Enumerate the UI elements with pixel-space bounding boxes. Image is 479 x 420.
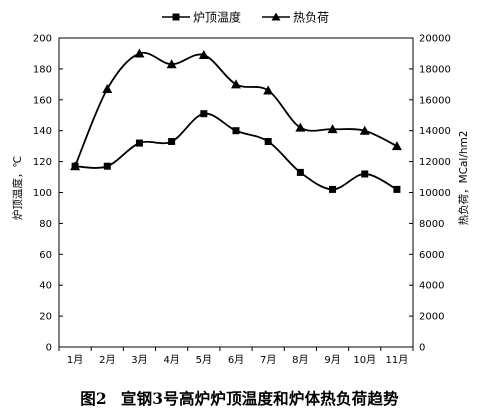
y-right-tick-label: 0 (419, 343, 425, 354)
left-axis: 0 20 40 60 80 100 120 140 160 180 200 (33, 34, 63, 354)
x-tick-label: 8月 (292, 354, 308, 366)
legend-triangle-marker (271, 12, 281, 21)
y-left-tick-label: 200 (33, 34, 52, 45)
legend-item-temp: 炉顶温度 (162, 10, 241, 25)
y-right-tick-label: 2000 (419, 312, 444, 323)
data-point-square (329, 185, 337, 193)
x-tick-label: 3月 (131, 354, 147, 366)
y-left-tick-label: 100 (33, 188, 52, 199)
data-point-square (168, 138, 176, 146)
legend: 炉顶温度 热负荷 (162, 10, 329, 25)
data-point-square (296, 168, 304, 176)
data-point-square (135, 139, 143, 147)
y-right-tick-label: 8000 (419, 219, 444, 230)
data-point-triangle (166, 59, 177, 69)
data-point-triangle (102, 83, 113, 93)
data-point-square (264, 138, 272, 146)
figure-number: 图2 (80, 389, 107, 408)
y-left-tick-label: 60 (39, 250, 52, 261)
y-left-tick-label: 180 (33, 64, 52, 75)
y-right-tick-label: 6000 (419, 250, 444, 261)
x-tick-label: 11月 (386, 354, 409, 366)
x-tick-label: 1月 (67, 354, 83, 366)
y-left-tick-label: 160 (33, 95, 52, 106)
figure-title: 宣钢3号高炉炉顶温度和炉体热负荷趋势 (120, 389, 399, 408)
data-point-triangle (295, 122, 306, 132)
data-point-square (200, 110, 208, 118)
series-line (74, 51, 398, 167)
data-point-square (393, 185, 401, 193)
series-top-temperature (71, 110, 401, 193)
y-left-tick-label: 0 (46, 343, 52, 354)
right-axis: 0 2000 4000 6000 8000 10000 12000 14000 16000 180… (409, 34, 451, 354)
x-tick-label: 2月 (99, 354, 115, 366)
legend-square-marker (172, 13, 180, 21)
x-tick-label: 5月 (196, 354, 212, 366)
data-point-triangle (359, 125, 370, 135)
series-layer (70, 48, 402, 193)
y-right-tick-label: 4000 (419, 281, 444, 292)
y-right-tick-label: 20000 (419, 34, 451, 45)
data-point-triangle (70, 161, 81, 171)
series-line (75, 112, 398, 191)
legend-label-temp: 炉顶温度 (193, 10, 241, 25)
y-left-tick-label: 120 (33, 157, 52, 168)
y-left-tick-label: 40 (39, 281, 52, 292)
y-right-tick-label: 16000 (419, 95, 451, 106)
data-point-square (232, 127, 240, 135)
legend-label-heat: 热负荷 (293, 11, 329, 25)
legend-item-heat: 热负荷 (262, 11, 329, 25)
x-tick-label: 6月 (228, 354, 244, 366)
x-tick-label: 7月 (260, 354, 276, 366)
x-tick-label: 9月 (324, 354, 340, 366)
y-left-tick-label: 80 (39, 219, 52, 230)
y-right-tick-label: 12000 (419, 157, 451, 168)
series-heat-load (70, 48, 402, 171)
x-axis: 1月 2月 3月 4月 5月 6月 7月 8月 9月 10月 11月 (58, 347, 414, 366)
y-left-label: 炉顶温度，℃ (11, 156, 24, 220)
y-right-tick-label: 18000 (419, 64, 451, 75)
chart: 炉顶温度 热负荷 0 20 40 60 80 100 120 140 160 180 200 0 20… (11, 10, 470, 367)
x-tick-label: 4月 (163, 354, 179, 366)
data-point-square (103, 162, 111, 170)
y-right-tick-label: 14000 (419, 126, 451, 137)
data-point-square (361, 170, 369, 178)
data-point-triangle (198, 49, 209, 59)
data-point-triangle (391, 141, 402, 151)
y-left-tick-label: 20 (39, 312, 52, 323)
y-right-label: 热负荷，MCal/hm2 (457, 131, 470, 226)
x-tick-label: 10月 (353, 354, 376, 366)
data-point-triangle (263, 85, 274, 95)
y-left-tick-label: 140 (33, 126, 52, 137)
data-point-triangle (327, 124, 338, 134)
y-right-tick-label: 10000 (419, 188, 451, 199)
data-point-triangle (134, 48, 145, 58)
figure-caption: 图2 宣钢3号高炉炉顶温度和炉体热负荷趋势 (0, 387, 479, 409)
data-point-triangle (231, 79, 241, 89)
